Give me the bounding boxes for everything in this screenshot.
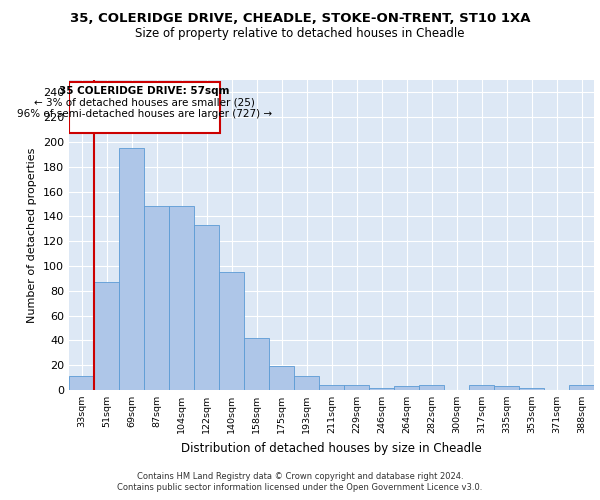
FancyBboxPatch shape: [69, 82, 220, 134]
Bar: [294, 376, 319, 390]
Bar: [394, 386, 419, 390]
Bar: [469, 385, 494, 390]
Text: 35, COLERIDGE DRIVE, CHEADLE, STOKE-ON-TRENT, ST10 1XA: 35, COLERIDGE DRIVE, CHEADLE, STOKE-ON-T…: [70, 12, 530, 26]
X-axis label: Distribution of detached houses by size in Cheadle: Distribution of detached houses by size …: [181, 442, 482, 454]
Bar: [569, 385, 594, 390]
Bar: [344, 385, 369, 390]
Text: Size of property relative to detached houses in Cheadle: Size of property relative to detached ho…: [135, 28, 465, 40]
Text: Contains public sector information licensed under the Open Government Licence v3: Contains public sector information licen…: [118, 484, 482, 492]
Y-axis label: Number of detached properties: Number of detached properties: [28, 148, 37, 322]
Bar: [94, 282, 119, 390]
Bar: [269, 366, 294, 390]
Bar: [519, 388, 544, 390]
Bar: [494, 386, 519, 390]
Text: ← 3% of detached houses are smaller (25): ← 3% of detached houses are smaller (25): [34, 98, 255, 108]
Bar: [169, 206, 194, 390]
Text: 35 COLERIDGE DRIVE: 57sqm: 35 COLERIDGE DRIVE: 57sqm: [59, 86, 230, 96]
Text: 96% of semi-detached houses are larger (727) →: 96% of semi-detached houses are larger (…: [17, 108, 272, 118]
Bar: [69, 376, 94, 390]
Bar: [194, 225, 219, 390]
Bar: [219, 272, 244, 390]
Bar: [144, 206, 169, 390]
Bar: [119, 148, 144, 390]
Bar: [319, 385, 344, 390]
Bar: [244, 338, 269, 390]
Bar: [369, 388, 394, 390]
Text: Contains HM Land Registry data © Crown copyright and database right 2024.: Contains HM Land Registry data © Crown c…: [137, 472, 463, 481]
Bar: [419, 385, 444, 390]
